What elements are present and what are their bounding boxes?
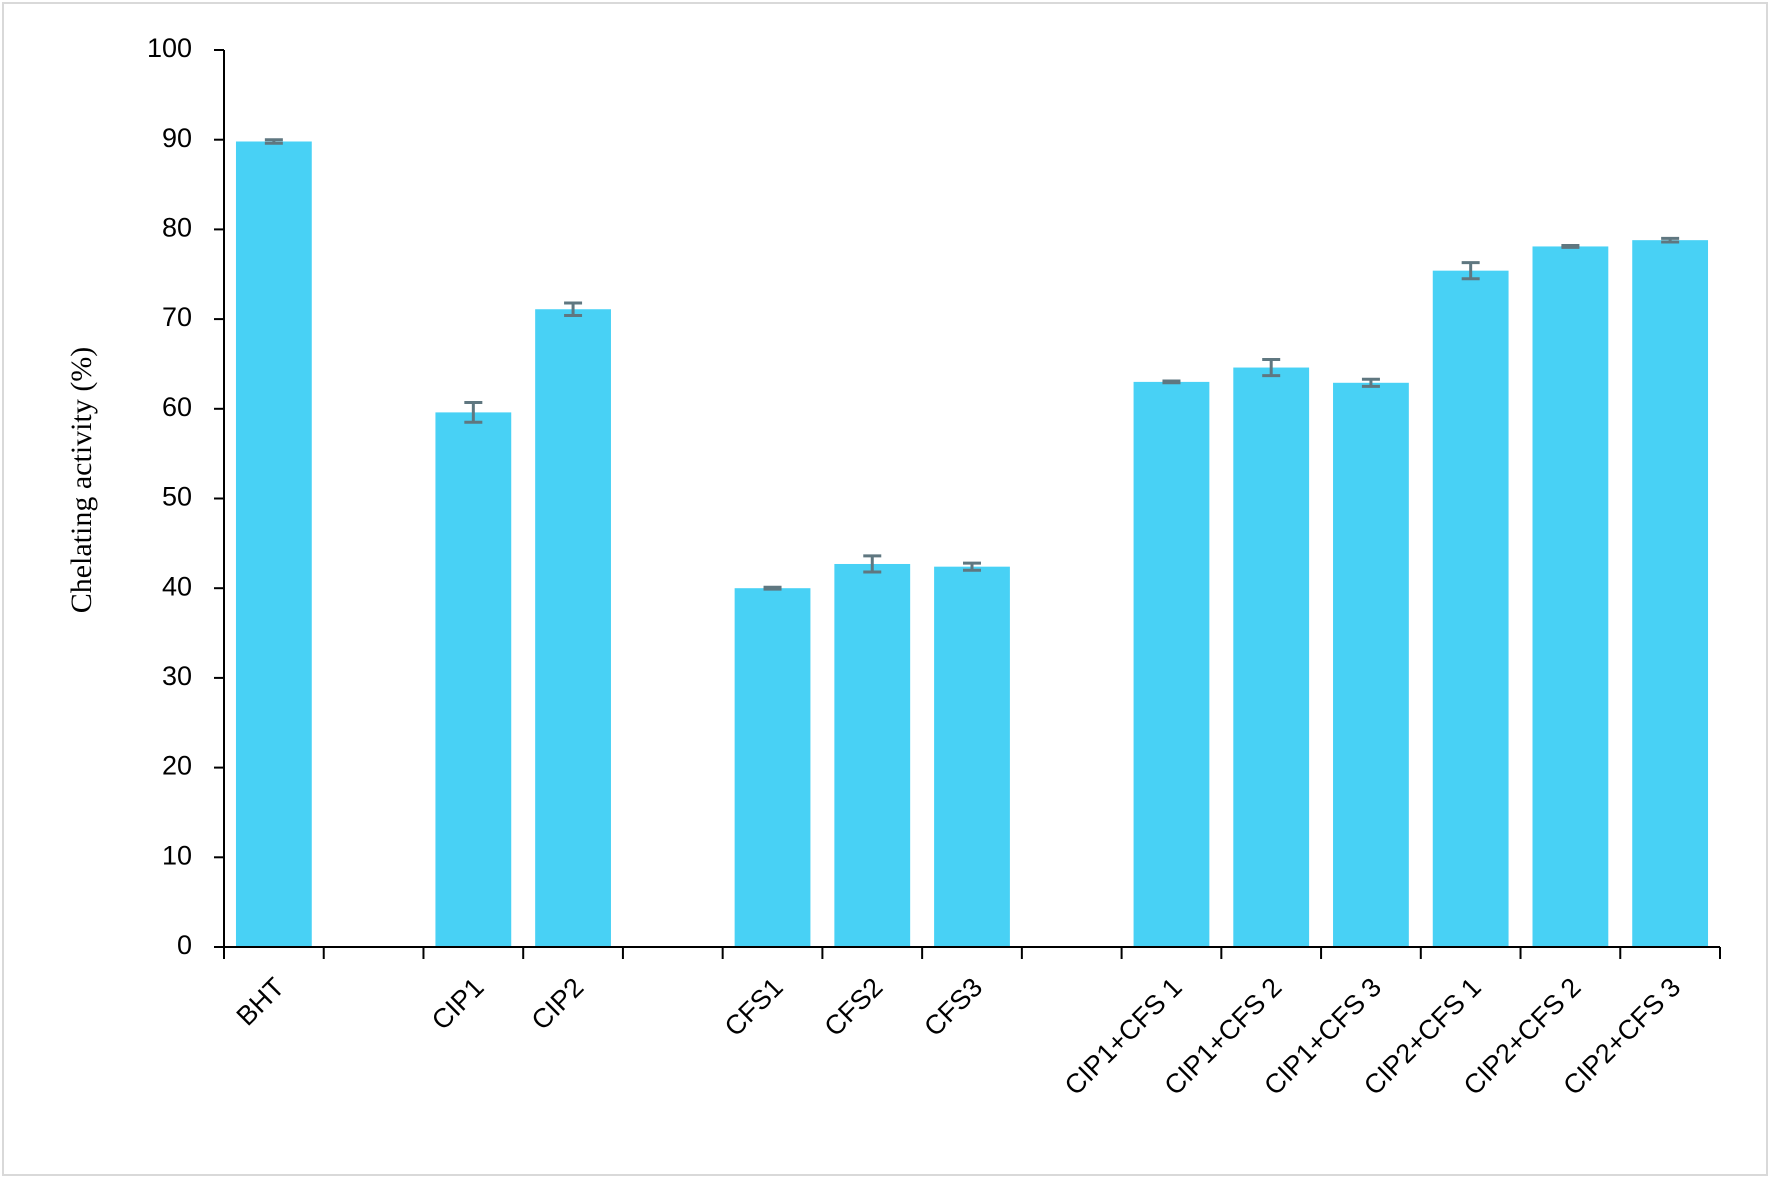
y-tick-label: 80: [162, 213, 192, 243]
x-tick-label: CFS3: [918, 972, 988, 1042]
error-bar: [1461, 261, 1480, 281]
bar: [435, 412, 512, 947]
error-bar: [464, 401, 483, 424]
bar: [1133, 381, 1210, 947]
x-tick-label: BHT: [231, 972, 290, 1031]
x-tick-label: CIP1: [426, 972, 490, 1036]
y-tick-label: 30: [162, 661, 192, 691]
bar: [834, 563, 911, 947]
error-bar: [1361, 377, 1380, 388]
error-bar: [264, 138, 283, 145]
error-bar: [1262, 357, 1281, 378]
bar: [1233, 367, 1310, 948]
x-tick-label: CFS1: [719, 972, 789, 1042]
y-tick-label: 70: [162, 302, 192, 332]
bar: [1532, 246, 1609, 947]
error-bar: [1561, 244, 1580, 249]
y-tick-label: 90: [162, 123, 192, 153]
bar: [1333, 382, 1409, 947]
y-tick-label: 0: [177, 930, 192, 960]
y-axis-label: Chelating activity (%): [65, 347, 98, 614]
bar: [535, 309, 611, 947]
bar: [1632, 240, 1709, 947]
y-tick-label: 10: [162, 840, 192, 870]
y-tick-label: 40: [162, 571, 192, 601]
y-tick-label: 20: [162, 751, 192, 781]
x-tick-label: CIP2: [526, 972, 590, 1036]
y-tick-label: 60: [162, 392, 192, 422]
y-tick-label: 100: [147, 33, 192, 63]
y-tick-label: 50: [162, 482, 192, 512]
bar: [235, 141, 312, 947]
error-bar: [564, 301, 583, 318]
error-bar: [1661, 236, 1680, 244]
error-bar: [1162, 379, 1181, 385]
bar: [934, 566, 1010, 947]
error-bar: [763, 585, 782, 591]
bar: [734, 588, 811, 947]
x-tick-label: CFS2: [818, 972, 888, 1042]
error-bar: [863, 554, 882, 574]
error-bar: [963, 561, 981, 572]
bar: [1432, 270, 1509, 947]
